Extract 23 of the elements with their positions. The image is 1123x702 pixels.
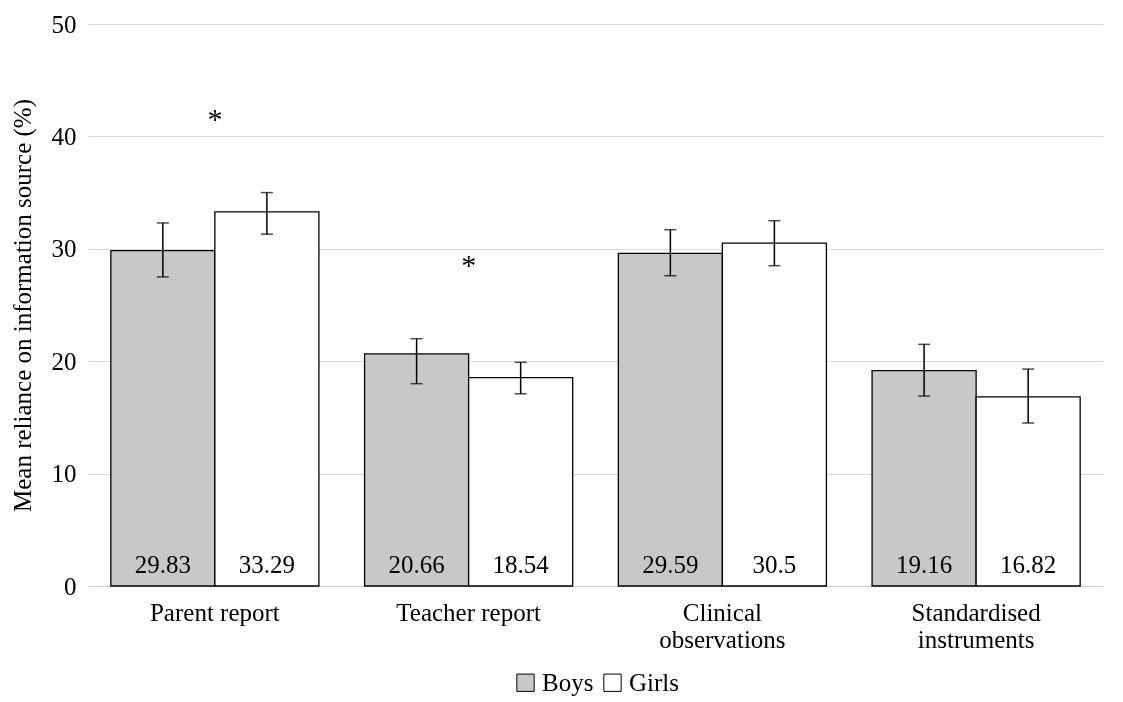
annotation: * [461,247,477,281]
annotation: * [207,101,223,135]
y-tick-label: 40 [51,122,77,150]
data-label: 29.59 [642,551,699,578]
data-label: 18.54 [492,551,550,578]
y-tick-label: 50 [51,10,77,38]
y-axis-title: Mean reliance on information source (%) [8,98,37,513]
legend-label: Boys [542,668,594,696]
data-label: 19.16 [895,551,953,578]
x-tick-label: Standardised instruments [911,598,1042,653]
data-label: 33.29 [238,551,296,578]
legend-label: Girls [629,668,679,696]
data-label: 20.66 [388,551,445,578]
y-tick-label: 20 [51,347,77,375]
data-label: 29.83 [134,551,191,578]
y-tick-label: 10 [51,460,77,488]
x-tick-label: Clinical observations [659,598,786,653]
y-tick-label: 0 [64,572,77,600]
y-tick-label: 30 [51,235,77,263]
x-tick-label: Parent report [149,598,280,626]
x-tick-label: Teacher report [396,598,542,626]
data-label: 30.5 [752,551,797,578]
data-label: 16.82 [1000,551,1057,578]
